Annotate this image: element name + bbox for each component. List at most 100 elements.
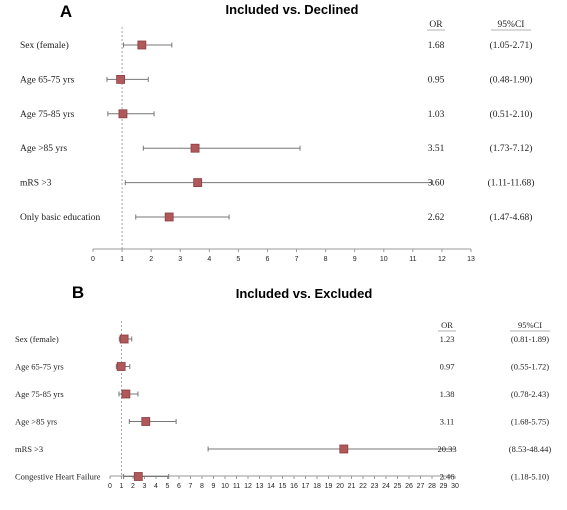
or-marker: [339, 444, 349, 454]
row-label: Age >85 yrs: [20, 144, 67, 154]
x-tick-label: 12: [244, 483, 252, 490]
x-tick-label: 7: [295, 256, 299, 263]
or-marker: [190, 143, 200, 153]
or-value: 3.11: [440, 417, 455, 427]
x-tick-label: 2: [131, 483, 135, 490]
panel-letter: B: [72, 283, 84, 302]
x-tick-label: 9: [353, 256, 357, 263]
x-tick-label: 18: [313, 483, 321, 490]
or-value: 0.95: [428, 75, 445, 85]
x-tick-label: 29: [440, 483, 448, 490]
or-marker: [118, 109, 128, 119]
panel-title: Included vs. Declined: [226, 2, 359, 17]
x-tick-label: 21: [348, 483, 356, 490]
x-tick-label: 6: [177, 483, 181, 490]
x-tick-label: 30: [451, 483, 459, 490]
or-value: 1.03: [428, 110, 445, 120]
ci-value: (1.73-7.12): [490, 143, 533, 154]
or-column-header: OR: [429, 20, 443, 30]
or-marker: [121, 389, 131, 399]
x-tick-label: 15: [279, 483, 287, 490]
ci-column-header: 95%CI: [518, 320, 542, 330]
ci-value: (1.05-2.71): [490, 40, 533, 51]
ci-value: (0.48-1.90): [490, 74, 533, 85]
x-tick-label: 13: [256, 483, 264, 490]
x-tick-label: 23: [371, 483, 379, 490]
ci-value: (1.68-5.75): [511, 417, 549, 427]
row-label: Age 75-85 yrs: [20, 110, 75, 120]
ci-value: (0.81-1.89): [511, 334, 549, 344]
or-value: 0.97: [440, 362, 455, 372]
x-tick-label: 24: [382, 483, 390, 490]
x-tick-label: 0: [91, 256, 95, 263]
or-marker: [193, 178, 203, 188]
row-label: Congestive Heart Failure: [15, 472, 101, 482]
ci-column-header: 95%CI: [498, 20, 525, 30]
x-tick-label: 5: [166, 483, 170, 490]
x-tick-label: 4: [207, 256, 211, 263]
x-tick-label: 8: [200, 483, 204, 490]
or-marker: [137, 40, 147, 50]
row-label: Age 75-85 yrs: [15, 389, 64, 399]
ci-value: (1.11-11.68): [488, 178, 535, 189]
or-marker: [133, 472, 143, 481]
x-tick-label: 7: [189, 483, 193, 490]
row-label: Age 65-75 yrs: [20, 75, 75, 85]
ci-value: (1.47-4.68): [490, 212, 533, 223]
or-value: 1.38: [440, 389, 455, 399]
ci-value: (1.18-5.10): [511, 472, 549, 482]
x-tick-label: 12: [438, 256, 446, 263]
row-label: Age >85 yrs: [15, 417, 57, 427]
row-label: Sex (female): [20, 40, 69, 51]
row-label: Only basic education: [20, 213, 100, 223]
x-tick-label: 6: [266, 256, 270, 263]
x-tick-label: 3: [178, 256, 182, 263]
or-value: 20.33: [437, 444, 456, 454]
row-label: mRS >3: [15, 444, 43, 454]
ci-value: (0.55-1.72): [511, 362, 549, 372]
or-value: 2.62: [428, 213, 445, 223]
x-tick-label: 14: [267, 483, 275, 490]
x-tick-label: 1: [120, 483, 124, 490]
x-tick-label: 11: [409, 256, 416, 263]
x-tick-label: 13: [467, 256, 475, 263]
x-tick-label: 5: [236, 256, 240, 263]
x-tick-label: 19: [325, 483, 333, 490]
or-column-header: OR: [441, 320, 453, 330]
or-marker: [116, 75, 126, 84]
x-tick-label: 17: [302, 483, 310, 490]
x-tick-label: 27: [417, 483, 425, 490]
x-tick-label: 4: [154, 483, 158, 490]
or-marker: [119, 334, 129, 344]
x-tick-label: 2: [149, 256, 153, 263]
row-label: Age 65-75 yrs: [15, 362, 64, 372]
panel-letter: A: [60, 2, 72, 21]
or-marker: [116, 362, 126, 371]
or-value: 3.60: [428, 179, 445, 189]
ci-value: (0.51-2.10): [490, 109, 533, 120]
x-tick-label: 20: [336, 483, 344, 490]
x-tick-label: 22: [359, 483, 367, 490]
x-tick-label: 10: [380, 256, 388, 263]
x-tick-label: 9: [212, 483, 216, 490]
or-marker: [164, 212, 174, 222]
x-tick-label: 26: [405, 483, 413, 490]
ci-value: (0.78-2.43): [511, 389, 549, 399]
x-tick-label: 10: [221, 483, 229, 490]
ci-value: (8.53-48.44): [509, 444, 552, 454]
x-tick-label: 11: [233, 483, 240, 490]
or-value: 3.51: [428, 144, 445, 154]
or-value: 1.23: [440, 334, 455, 344]
or-marker: [141, 417, 151, 426]
panel-title: Included vs. Excluded: [236, 286, 373, 301]
x-tick-label: 3: [143, 483, 147, 490]
or-value: 2.46: [440, 472, 455, 482]
x-tick-label: 8: [324, 256, 328, 263]
row-label: mRS >3: [20, 179, 52, 189]
x-tick-label: 25: [394, 483, 402, 490]
x-tick-label: 1: [120, 256, 124, 263]
row-label: Sex (female): [15, 334, 59, 344]
